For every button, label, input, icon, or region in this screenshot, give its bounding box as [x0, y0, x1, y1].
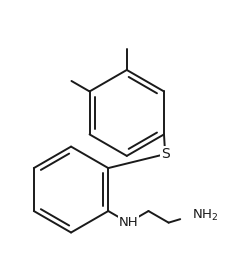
Text: S: S — [161, 147, 169, 161]
Text: NH: NH — [119, 216, 138, 229]
Text: NH$_2$: NH$_2$ — [192, 208, 218, 223]
